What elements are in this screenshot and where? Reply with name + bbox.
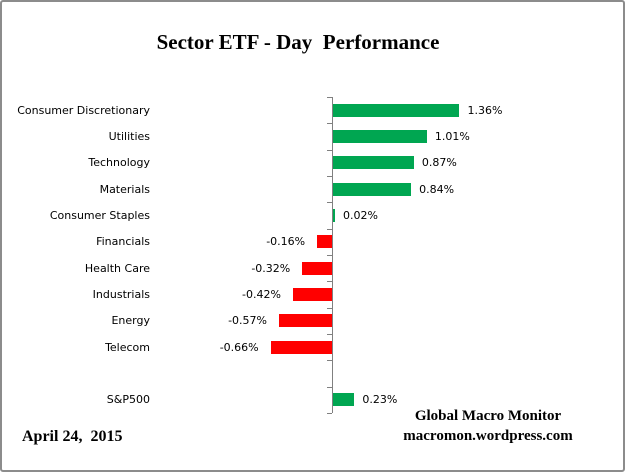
credit-line2: macromon.wordpress.com <box>403 428 573 444</box>
bar-negative <box>292 287 332 301</box>
value-label: 0.02% <box>343 208 378 222</box>
credit-block: Global Macro Monitor macromon.wordpress.… <box>348 406 623 446</box>
value-label: 1.36% <box>467 103 503 117</box>
axis-tick <box>327 202 332 204</box>
axis-tick <box>327 386 332 388</box>
bar-positive <box>333 182 412 196</box>
category-label: Technology <box>88 156 150 170</box>
value-label: -0.66% <box>219 340 259 354</box>
category-label: Health Care <box>84 261 150 275</box>
date-label: April 24, 2015 <box>22 428 123 445</box>
axis-tick <box>327 333 332 335</box>
value-label: 1.01% <box>434 129 470 143</box>
category-label: Telecom <box>105 340 150 354</box>
bar-negative <box>302 261 332 275</box>
credit-line1: Global Macro Monitor <box>414 408 562 424</box>
value-label: -0.16% <box>266 235 306 249</box>
category-label: Industrials <box>92 287 150 301</box>
value-label: 0.87% <box>421 156 457 170</box>
category-label: Consumer Discretionary <box>17 103 150 117</box>
axis-tick <box>327 228 332 230</box>
axis-tick <box>327 412 332 414</box>
category-label: Utilities <box>108 129 150 143</box>
category-label: Consumer Staples <box>49 208 150 222</box>
bar-positive <box>333 208 335 222</box>
category-label: S&P500 <box>106 393 150 407</box>
value-label: -0.57% <box>228 314 267 328</box>
category-label: Energy <box>111 314 150 328</box>
axis-tick <box>327 175 332 177</box>
axis-tick <box>327 307 332 309</box>
category-label: Materials <box>99 182 150 196</box>
category-label: Financials <box>96 235 150 249</box>
chart-title: Sector ETF - Day Performance <box>156 30 440 54</box>
axis-tick <box>327 149 332 151</box>
bar-negative <box>317 235 332 249</box>
bar-positive <box>333 156 414 170</box>
value-label: -0.32% <box>251 261 291 275</box>
bar-negative <box>270 340 332 354</box>
bar-negative <box>278 314 332 328</box>
value-label: 0.84% <box>419 182 455 196</box>
axis-tick <box>327 254 332 256</box>
axis-tick <box>327 281 332 283</box>
axis-tick <box>327 97 332 98</box>
bar-positive <box>333 103 460 117</box>
value-label: 0.23% <box>362 393 398 407</box>
value-label: -0.42% <box>242 287 281 301</box>
axis-tick <box>327 360 332 362</box>
bar-positive <box>333 129 427 143</box>
y-axis-line <box>332 97 333 413</box>
axis-tick <box>327 123 332 125</box>
bar-positive <box>333 393 355 407</box>
